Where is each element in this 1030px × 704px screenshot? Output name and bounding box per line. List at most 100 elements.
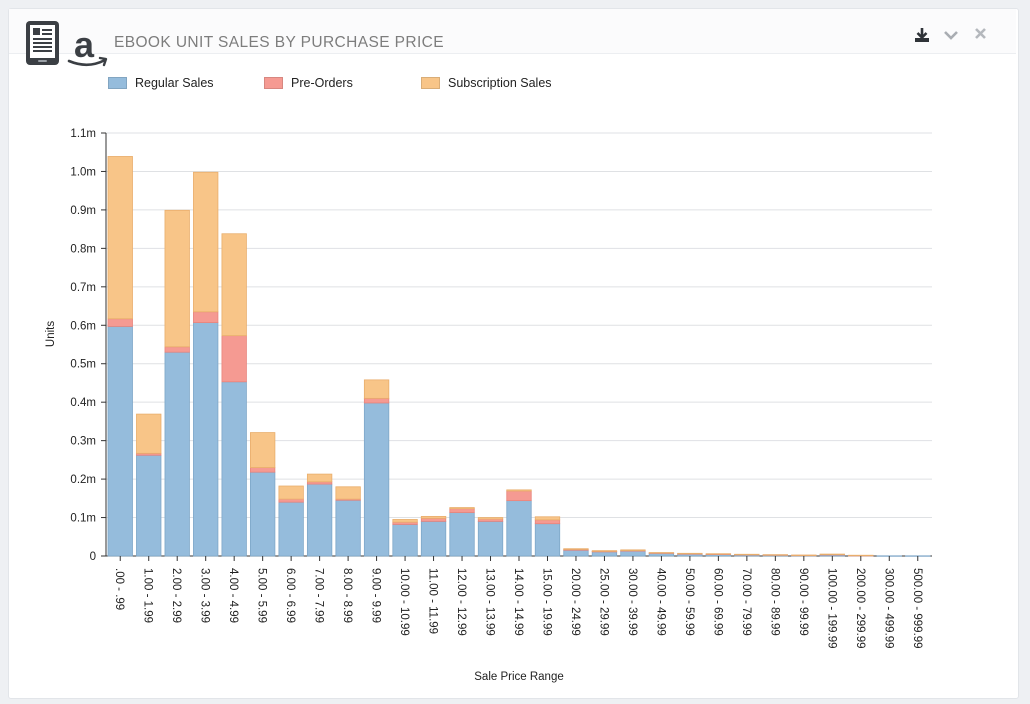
panel-header xyxy=(9,9,1016,54)
x-tick-label: 10.00 - 10.99 xyxy=(398,568,410,636)
y-tick-label: 0.8m xyxy=(70,243,96,255)
x-tick-label: 500.00 - 999.99 xyxy=(911,568,923,649)
y-tick-label: 0.3m xyxy=(70,436,96,448)
bar-segment xyxy=(534,516,561,521)
x-tick-label: 80.00 - 89.99 xyxy=(768,568,780,636)
x-tick-label: 2.00 - 2.99 xyxy=(170,568,182,623)
bar-segment xyxy=(477,517,504,520)
x-tick-label: 14.00 - 14.99 xyxy=(512,568,524,636)
y-tick-label: 0.5m xyxy=(70,359,96,371)
y-tick-label: 1.0m xyxy=(70,166,96,178)
x-tick-label: 90.00 - 99.99 xyxy=(797,568,809,636)
y-tick-label: 0.2m xyxy=(70,474,96,486)
legend-swatch-regular xyxy=(108,77,127,89)
bar-segment xyxy=(848,554,874,557)
bar-segment xyxy=(278,501,304,557)
bar-segment xyxy=(534,519,561,525)
bar-segment xyxy=(250,432,276,468)
bar-segment xyxy=(791,554,817,556)
x-tick-label: .00 - .99 xyxy=(113,568,125,610)
y-tick-label: 1.1m xyxy=(70,128,96,140)
bar-segment xyxy=(107,156,133,320)
bar-segment xyxy=(420,520,447,557)
bar-segment xyxy=(278,485,304,500)
legend-label-regular: Regular Sales xyxy=(135,76,214,90)
x-tick-label: 15.00 - 19.99 xyxy=(540,568,552,636)
bar-segment xyxy=(449,512,475,557)
bar-segment xyxy=(392,524,418,557)
bar-segment xyxy=(620,549,646,552)
bar-segment xyxy=(250,467,276,473)
x-tick-label: 50.00 - 59.99 xyxy=(683,568,695,636)
bar-segment xyxy=(449,508,475,513)
y-tick-label: 0.1m xyxy=(70,513,96,525)
bar-segment xyxy=(506,500,532,557)
x-tick-label: 13.00 - 13.99 xyxy=(484,568,496,636)
x-tick-label: 5.00 - 5.99 xyxy=(256,568,268,623)
amazon-logo-icon: a xyxy=(67,28,108,67)
x-tick-label: 40.00 - 49.99 xyxy=(654,568,666,636)
bar-segment xyxy=(734,553,760,556)
ereader-icon xyxy=(26,21,59,65)
bar-segment xyxy=(107,326,133,557)
bar-segment xyxy=(335,486,361,500)
bar-segment xyxy=(705,553,732,555)
legend-label-preorder: Pre-Orders xyxy=(291,76,353,90)
bar-segment xyxy=(449,507,475,510)
bar-segment xyxy=(591,551,618,557)
bar-segment xyxy=(648,552,675,554)
bar-segment xyxy=(506,490,532,502)
bar-segment xyxy=(136,454,162,557)
bar-segment xyxy=(193,171,219,313)
x-tick-label: 9.00 - 9.99 xyxy=(370,568,382,623)
bar-segment xyxy=(591,550,618,552)
y-tick-label: 0 xyxy=(90,551,96,563)
svg-text:a: a xyxy=(74,28,95,65)
bar-segment xyxy=(250,471,276,557)
x-tick-label: 100.00 - 199.99 xyxy=(825,568,837,649)
x-tick-label: 25.00 - 29.99 xyxy=(597,568,609,636)
close-icon[interactable] xyxy=(974,27,987,40)
bar-segment xyxy=(164,209,190,348)
x-tick-label: 1.00 - 1.99 xyxy=(142,568,154,623)
bar-segment xyxy=(193,322,219,557)
bar-segment xyxy=(363,402,390,557)
bar-segment xyxy=(563,548,589,550)
y-tick-label: 0.4m xyxy=(70,397,96,409)
legend-label-subscription: Subscription Sales xyxy=(448,76,552,90)
x-tick-label: 8.00 - 8.99 xyxy=(341,568,353,623)
x-tick-label: 12.00 - 12.99 xyxy=(455,568,467,636)
x-tick-label: 30.00 - 39.99 xyxy=(626,568,638,636)
chart-title: EBOOK UNIT SALES BY PURCHASE PRICE xyxy=(114,34,445,51)
bar-segment xyxy=(164,351,190,557)
bar-segment xyxy=(762,554,788,556)
bar-segment xyxy=(477,520,504,557)
bar-segment xyxy=(506,489,532,492)
download-icon[interactable] xyxy=(913,26,931,44)
bar-segment xyxy=(193,311,219,323)
bar-segment xyxy=(306,473,333,483)
x-axis-title: Sale Price Range xyxy=(474,671,564,683)
y-tick-label: 0.6m xyxy=(70,320,96,332)
chevron-down-icon[interactable] xyxy=(943,28,959,42)
bar-segment xyxy=(534,523,561,557)
bar-segment xyxy=(420,517,447,522)
bar-segment xyxy=(819,553,845,555)
bar-segment xyxy=(620,550,646,557)
bar-segment xyxy=(136,413,162,454)
x-tick-label: 200.00 - 299.99 xyxy=(854,568,866,649)
bar-segment xyxy=(363,397,390,404)
bar-segment xyxy=(221,381,247,557)
bar-segment xyxy=(221,233,247,337)
legend-swatch-subscription xyxy=(421,77,440,89)
legend-swatch-preorder xyxy=(264,77,283,89)
bar-segment xyxy=(392,519,418,523)
bar-segment xyxy=(278,498,304,503)
y-tick-label: 0.9m xyxy=(70,205,96,217)
x-tick-label: 20.00 - 24.99 xyxy=(569,568,581,636)
bar-segment xyxy=(677,552,703,555)
x-tick-label: 300.00 - 499.99 xyxy=(882,568,894,649)
x-tick-label: 3.00 - 3.99 xyxy=(199,568,211,623)
x-tick-label: 6.00 - 6.99 xyxy=(284,568,296,623)
